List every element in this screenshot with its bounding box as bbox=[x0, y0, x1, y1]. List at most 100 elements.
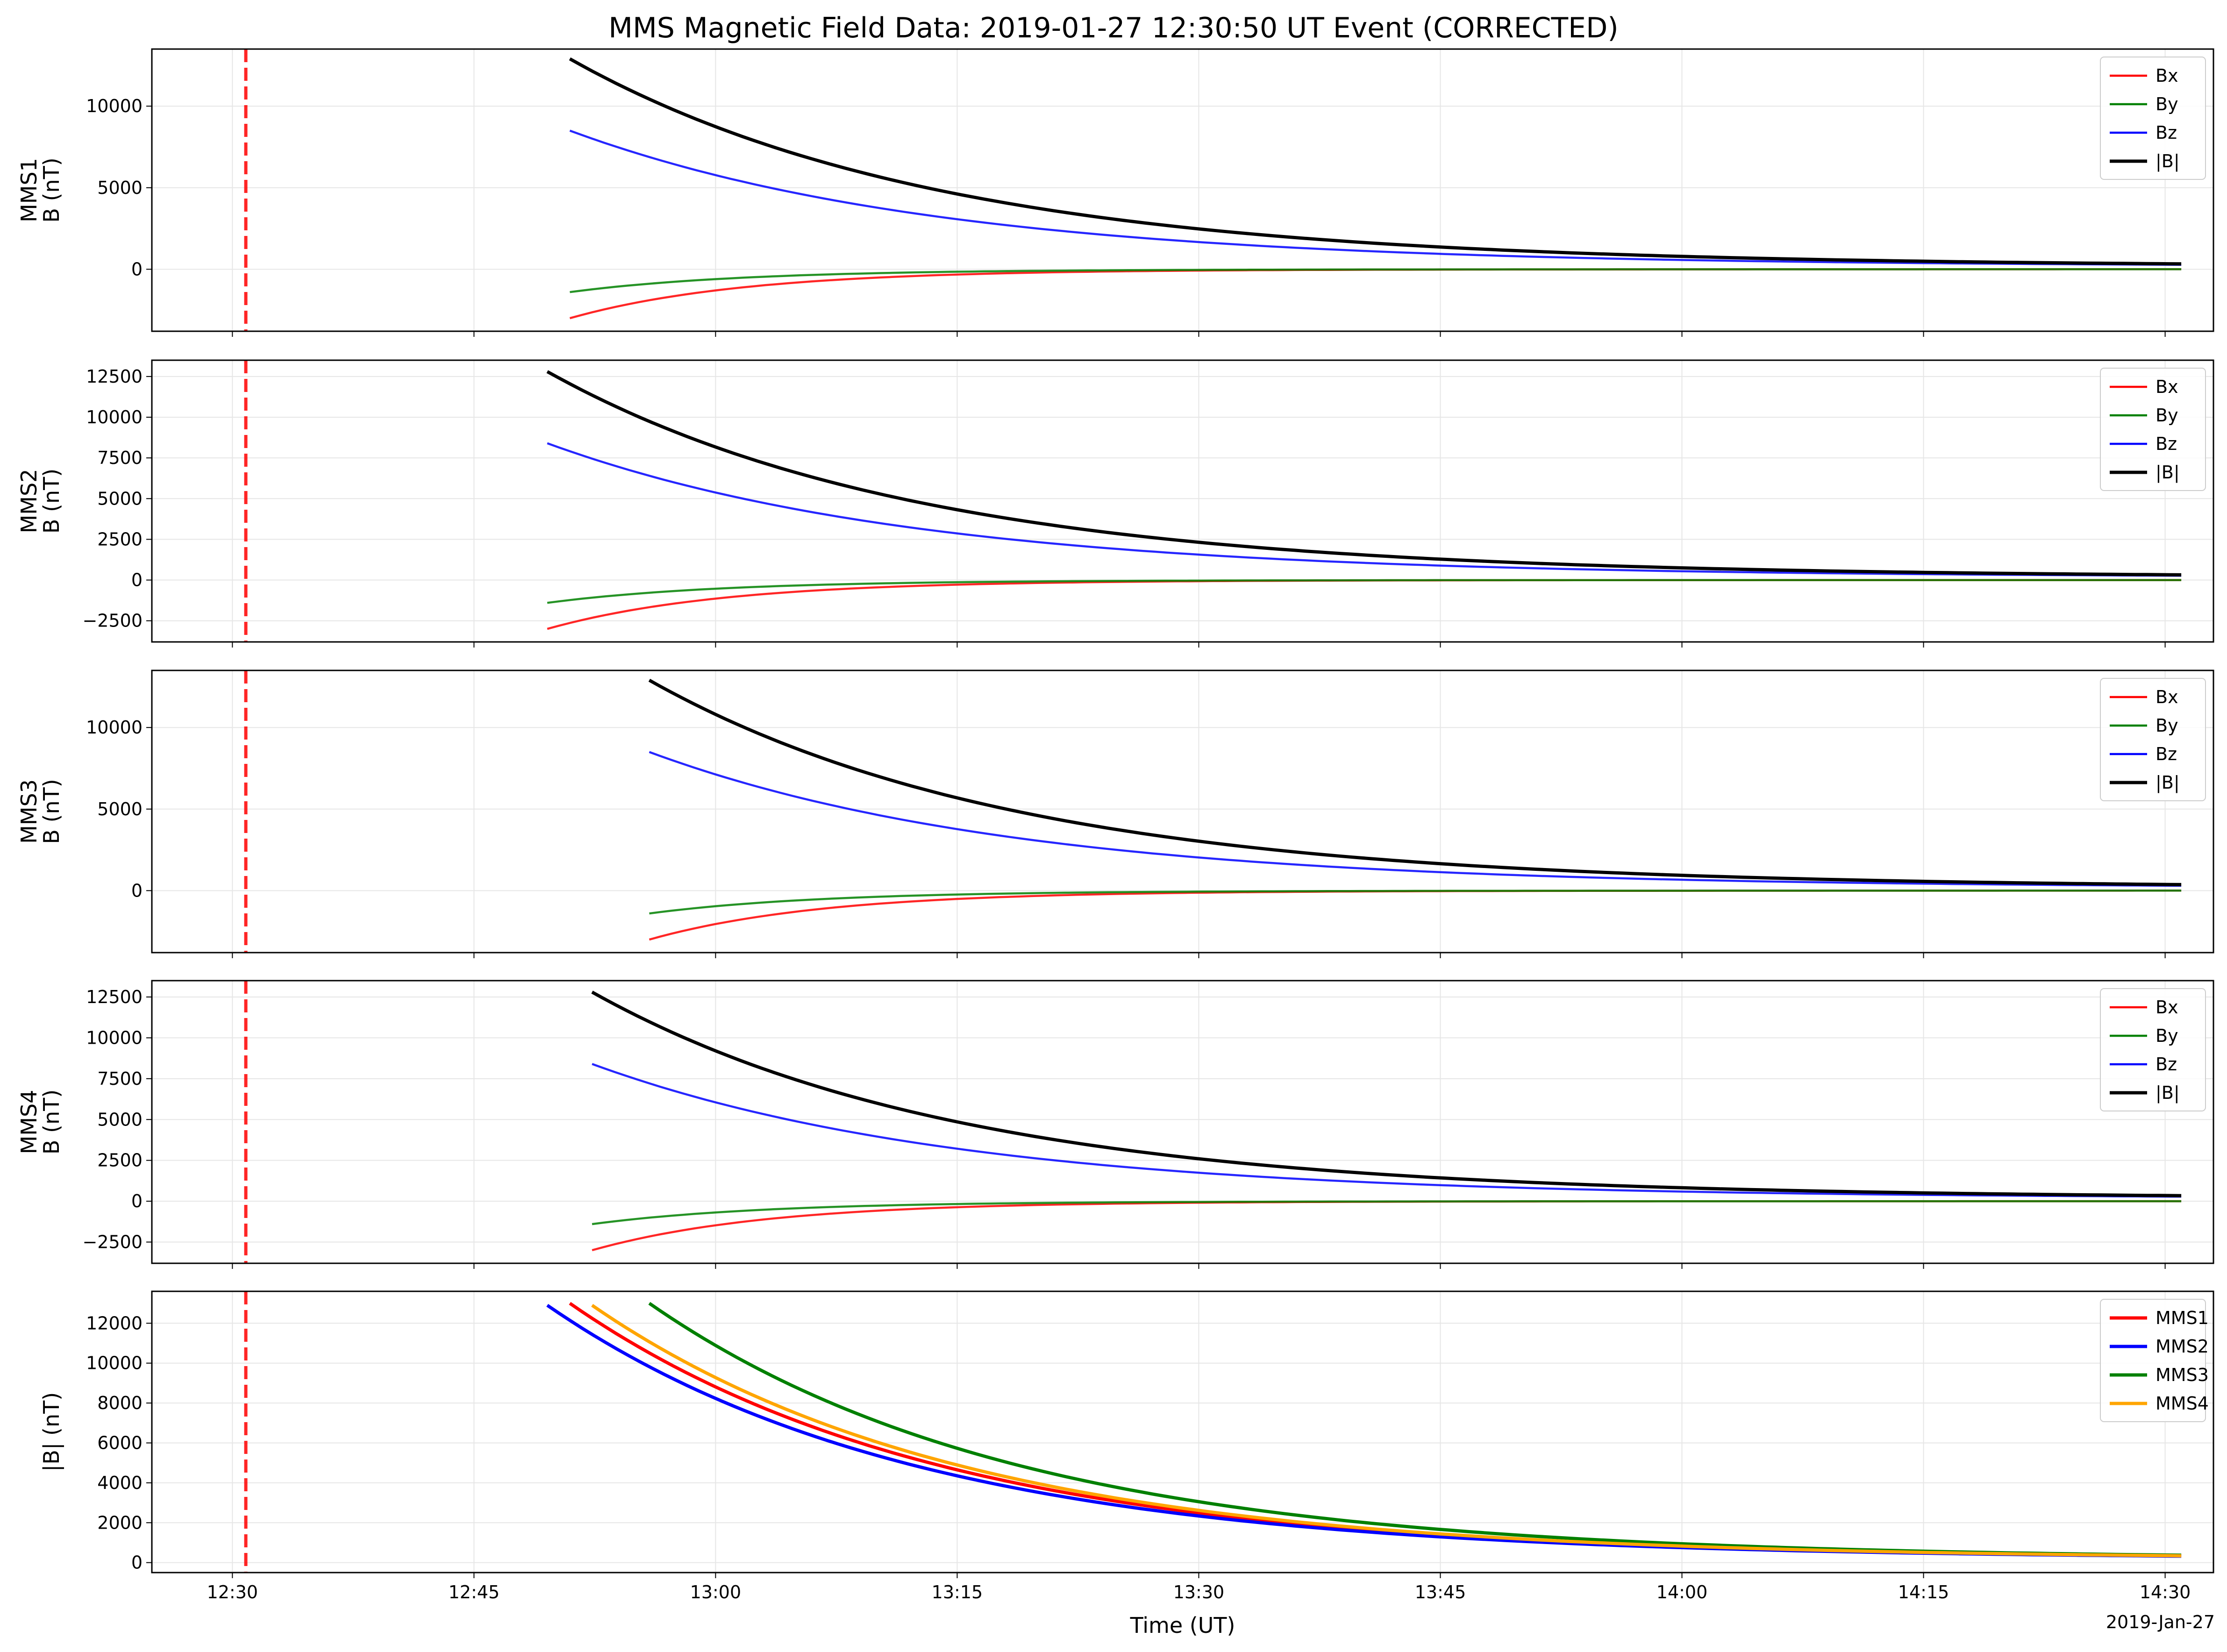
legend-label: Bz bbox=[2156, 122, 2177, 143]
legend-box bbox=[2100, 1299, 2206, 1422]
legend: MMS1 MMS2 MMS3 MMS4 bbox=[2100, 1299, 2209, 1422]
series-line-by bbox=[649, 890, 2182, 915]
panel-babs: 0 2000 4000 6000 8000 10000 12000 12:30 12:45 13:… bbox=[39, 1290, 2214, 1602]
legend-label: Bz bbox=[2156, 1054, 2177, 1075]
series-line-abs-babs- bbox=[546, 370, 2182, 577]
y-tick-label: 2500 bbox=[97, 529, 143, 549]
y-tick-label: 0 bbox=[131, 1552, 143, 1573]
legend-label: Bx bbox=[2156, 65, 2178, 86]
y-tick-label: −2500 bbox=[82, 611, 143, 631]
legend-box bbox=[2100, 988, 2206, 1111]
legend-label: MMS2 bbox=[2156, 1336, 2209, 1357]
legend-label: MMS4 bbox=[2156, 1393, 2209, 1414]
legend-label: MMS1 bbox=[2156, 1308, 2209, 1328]
x-tick-label: 14:30 bbox=[2140, 1582, 2191, 1602]
y-tick-label: 0 bbox=[131, 570, 143, 591]
series-line-by bbox=[547, 579, 2182, 604]
y-tick-label: 2000 bbox=[97, 1512, 143, 1533]
series-line-mms1 bbox=[569, 1302, 2182, 1558]
series-line-bz bbox=[649, 751, 2182, 887]
x-tick-label: 13:15 bbox=[932, 1582, 983, 1602]
series-line-abs-babs- bbox=[648, 678, 2182, 886]
legend-label: Bx bbox=[2156, 377, 2178, 397]
series-line-mms3 bbox=[648, 1302, 2182, 1557]
legend-label: Bx bbox=[2156, 997, 2178, 1018]
y-tick-label: 12500 bbox=[86, 987, 143, 1007]
legend: Bx By Bz |B| bbox=[2100, 57, 2206, 180]
legend-label: |B| bbox=[2156, 1082, 2180, 1104]
series-line-mms2 bbox=[546, 1304, 2182, 1558]
y-tick-label: 0 bbox=[131, 880, 143, 901]
y-tick-label: 10000 bbox=[86, 96, 143, 116]
legend-label: Bz bbox=[2156, 434, 2177, 454]
axes-frame bbox=[151, 669, 2214, 954]
y-axis-label-line2: B (nT) bbox=[39, 469, 64, 534]
x-tick-label: 13:45 bbox=[1415, 1582, 1466, 1602]
y-tick-label: 12500 bbox=[86, 366, 143, 387]
y-tick-label: 5000 bbox=[97, 799, 143, 819]
series-line-bz bbox=[569, 129, 2182, 266]
y-tick-label: −2500 bbox=[82, 1232, 143, 1253]
legend: Bx By Bz |B| bbox=[2100, 368, 2206, 491]
y-tick-label: 0 bbox=[131, 1191, 143, 1211]
series-line-bx bbox=[592, 1200, 2182, 1252]
axes-frame bbox=[151, 48, 2214, 332]
y-tick-label: 5000 bbox=[97, 1109, 143, 1130]
y-tick-label: 12000 bbox=[86, 1313, 143, 1333]
series-line-bx bbox=[569, 268, 2182, 320]
y-axis-label-line1: MMS2 bbox=[16, 469, 42, 534]
x-tick-label: 13:00 bbox=[690, 1582, 742, 1602]
y-axis-label: |B| (nT) bbox=[39, 1392, 64, 1472]
series-line-by bbox=[570, 268, 2182, 293]
y-tick-label: 5000 bbox=[97, 178, 143, 198]
y-tick-label: 6000 bbox=[97, 1432, 143, 1453]
y-axis-label-line1: MMS1 bbox=[16, 158, 42, 222]
axes-frame bbox=[151, 359, 2214, 643]
legend-label: By bbox=[2156, 405, 2178, 426]
legend: Bx By Bz |B| bbox=[2100, 678, 2206, 801]
y-tick-label: 10000 bbox=[86, 717, 143, 738]
series-line-abs-babs- bbox=[569, 57, 2182, 266]
chart-title: MMS Magnetic Field Data: 2019-01-27 12:3… bbox=[608, 12, 1618, 44]
x-tick-label: 13:30 bbox=[1173, 1582, 1225, 1602]
y-tick-label: 4000 bbox=[97, 1473, 143, 1493]
y-tick-label: 10000 bbox=[86, 1027, 143, 1048]
legend-label: Bx bbox=[2156, 687, 2178, 707]
legend-box bbox=[2100, 678, 2206, 801]
legend-box bbox=[2100, 368, 2206, 491]
x-tick-label: 12:30 bbox=[207, 1582, 258, 1602]
axes-frame bbox=[151, 1290, 2214, 1574]
legend-label: |B| bbox=[2156, 151, 2180, 172]
x-tick-label: 12:45 bbox=[449, 1582, 500, 1602]
y-axis-label-line1: MMS3 bbox=[16, 779, 42, 844]
axes-frame bbox=[151, 980, 2214, 1264]
x-axis-label: Time (UT) bbox=[1130, 1613, 1235, 1638]
x-tick-label: 14:15 bbox=[1898, 1582, 1949, 1602]
y-tick-label: 0 bbox=[131, 259, 143, 279]
x-tick-label: 14:00 bbox=[1656, 1582, 1708, 1602]
legend: Bx By Bz |B| bbox=[2100, 988, 2206, 1111]
y-axis-label-line2: B (nT) bbox=[39, 779, 64, 844]
series-line-abs-babs- bbox=[591, 990, 2182, 1197]
legend-label: MMS3 bbox=[2156, 1365, 2209, 1385]
legend-label: |B| bbox=[2156, 772, 2180, 793]
y-tick-label: 7500 bbox=[97, 448, 143, 468]
series-line-bx bbox=[547, 579, 2182, 630]
date-label: 2019-Jan-27 bbox=[2106, 1612, 2215, 1632]
y-axis-label-line2: B (nT) bbox=[39, 157, 64, 222]
series-line-mms4 bbox=[591, 1304, 2182, 1558]
legend-label: By bbox=[2156, 1025, 2178, 1046]
series-line-bz bbox=[592, 1063, 2182, 1198]
y-tick-label: 7500 bbox=[97, 1068, 143, 1089]
legend-label: Bz bbox=[2156, 744, 2177, 764]
y-tick-label: 10000 bbox=[86, 1353, 143, 1374]
legend-box bbox=[2100, 57, 2206, 180]
legend-label: By bbox=[2156, 715, 2178, 736]
legend-label: By bbox=[2156, 94, 2178, 114]
